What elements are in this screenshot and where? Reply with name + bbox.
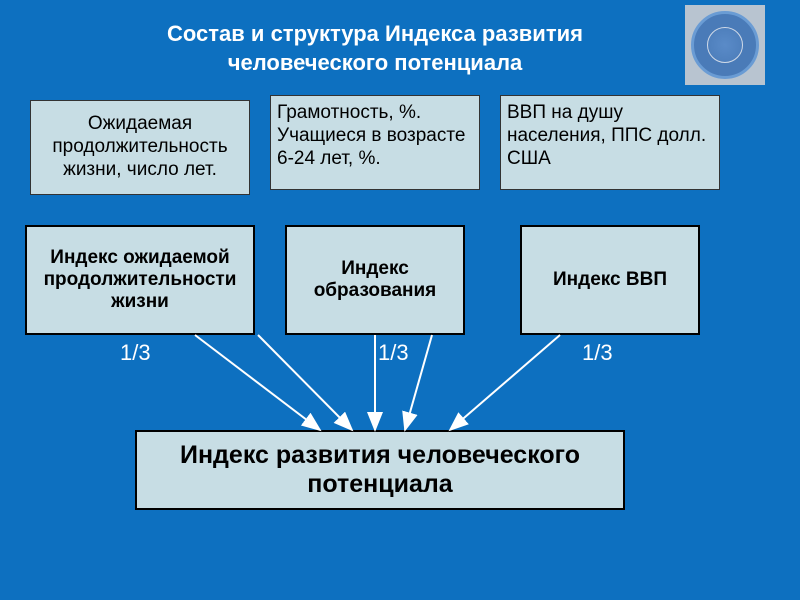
- index-box-2: Индекс ВВП: [520, 225, 700, 335]
- input-box-0: Ожидаемая продолжительность жизни, число…: [30, 100, 250, 195]
- un-logo: [685, 5, 765, 85]
- input-box-1: Грамотность, %. Учащиеся в возрасте 6-24…: [270, 95, 480, 190]
- input-box-2: ВВП на душу населения, ППС долл. США: [500, 95, 720, 190]
- arrow-3: [405, 335, 432, 430]
- weight-label-2: 1/3: [582, 340, 613, 366]
- diagram-title: Состав и структура Индекса развития чело…: [100, 20, 650, 77]
- un-globe-icon: [707, 27, 743, 63]
- index-box-1: Индекс образования: [285, 225, 465, 335]
- weight-label-1: 1/3: [378, 340, 409, 366]
- weight-label-0: 1/3: [120, 340, 151, 366]
- result-box: Индекс развития человеческого потенциала: [135, 430, 625, 510]
- arrow-0: [195, 335, 320, 430]
- arrow-1: [258, 335, 352, 430]
- index-box-0: Индекс ожидаемой продолжительности жизни: [25, 225, 255, 335]
- arrow-4: [450, 335, 560, 430]
- un-logo-circle: [691, 11, 759, 79]
